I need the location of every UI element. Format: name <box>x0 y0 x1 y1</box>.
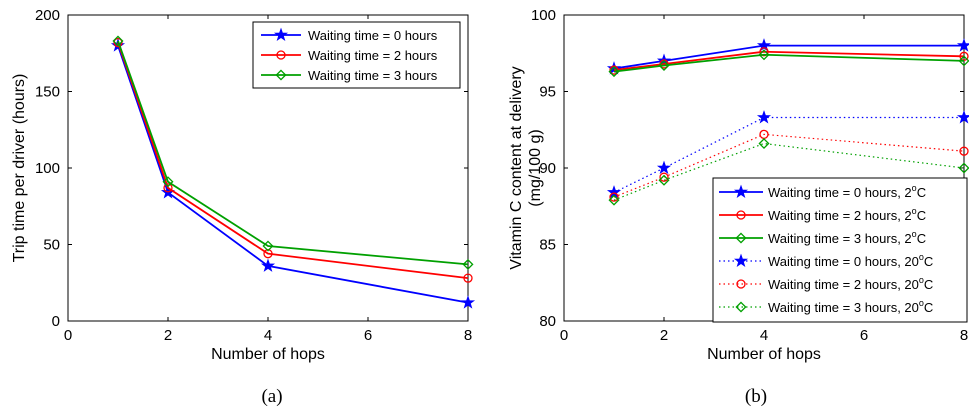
data-point <box>658 59 670 72</box>
legend-swatch-marker <box>275 69 287 81</box>
data-point <box>608 194 620 206</box>
y-tick-label: 85 <box>539 237 556 254</box>
legend-label: Waiting time = 3 hours, 20oC <box>768 298 933 315</box>
x-tick-label: 0 <box>560 327 568 344</box>
data-point <box>260 258 276 272</box>
data-point <box>658 174 670 186</box>
x-tick-label: 6 <box>364 327 372 344</box>
y-tick-label: 50 <box>43 237 60 254</box>
data-point <box>659 59 669 69</box>
data-point <box>958 162 969 174</box>
x-tick-label: 2 <box>164 327 172 344</box>
legend-label: Waiting time = 0 hours <box>308 28 438 43</box>
chart-b: 0 2 4 6 8 80 85 90 95 100 Number of hops Vitamin C … <box>508 7 969 407</box>
chart-a: 0 2 4 6 8 0 50 100 150 200 Number of hops Trip time… <box>11 7 476 407</box>
legend-swatch-marker <box>276 50 286 60</box>
y-axis-label: Trip time per driver (hours) <box>11 74 28 263</box>
series-line <box>613 133 965 198</box>
data-point <box>758 138 770 150</box>
figure-caption: (a) <box>261 386 282 407</box>
legend-label: Waiting time = 2 hours, 2oC <box>768 206 926 223</box>
data-point <box>958 55 969 67</box>
data-point <box>463 273 473 283</box>
legend-swatch-marker <box>735 232 747 244</box>
series-line <box>613 50 965 71</box>
y-tick-label: 100 <box>531 7 556 24</box>
x-tick-label: 4 <box>264 327 272 344</box>
y-tick-label: 95 <box>539 84 556 101</box>
y-tick-label: 90 <box>539 160 556 177</box>
y-tick-label: 100 <box>35 160 60 177</box>
data-point <box>113 37 123 48</box>
legend-label: Waiting time = 2 hours <box>308 48 438 63</box>
data-point <box>263 249 273 259</box>
legend-label: Waiting time = 0 hours, 20oC <box>768 252 933 269</box>
legend-swatch-marker <box>736 279 746 289</box>
series-line <box>117 45 469 304</box>
data-point <box>759 47 769 57</box>
data-point <box>609 65 619 75</box>
data-point <box>262 240 274 252</box>
data-point <box>756 110 772 124</box>
data-point <box>162 176 174 188</box>
data-point <box>608 66 620 78</box>
series-line <box>613 116 964 194</box>
legend-swatch-marker <box>273 27 289 41</box>
series-line <box>613 142 965 201</box>
data-point <box>460 295 476 309</box>
series-line <box>613 44 964 70</box>
data-point <box>112 35 124 47</box>
legend-swatch-marker <box>736 210 746 220</box>
data-point <box>758 49 770 61</box>
y-tick-label: 200 <box>35 7 60 24</box>
series-line <box>117 40 469 266</box>
legend-swatch-marker <box>735 301 747 313</box>
legend-label: Waiting time = 0 hours, 2oC <box>768 183 926 200</box>
legend-swatch-marker <box>733 253 749 267</box>
x-tick-label: 4 <box>760 327 768 344</box>
y-axis-label: (mg/100 g) <box>527 129 544 206</box>
y-tick-label: 0 <box>52 313 60 330</box>
legend-label: Waiting time = 3 hours <box>308 68 438 83</box>
x-tick-label: 8 <box>960 327 968 344</box>
series-line <box>613 53 965 73</box>
x-tick-label: 6 <box>860 327 868 344</box>
y-tick-label: 80 <box>539 313 556 330</box>
data-point <box>462 258 474 270</box>
x-tick-label: 8 <box>464 327 472 344</box>
y-axis-label: Vitamin C content at delivery <box>508 66 525 269</box>
legend-box <box>712 177 968 323</box>
legend-swatch-marker <box>733 184 749 198</box>
x-tick-label: 2 <box>660 327 668 344</box>
legend: Waiting time = 0 hours, 2oC Waiting time … <box>712 177 968 323</box>
data-point <box>959 146 969 156</box>
legend: Waiting time = 0 hours Waiting time = 2 h… <box>252 21 461 89</box>
x-axis-label: Number of hops <box>707 346 821 363</box>
figure-caption: (b) <box>745 386 767 407</box>
data-point <box>656 160 672 174</box>
x-tick-label: 0 <box>64 327 72 344</box>
legend-label: Waiting time = 2 hours, 20oC <box>768 275 933 292</box>
y-tick-label: 150 <box>35 84 60 101</box>
data-point <box>609 192 619 202</box>
data-point <box>163 183 173 193</box>
x-axis-label: Number of hops <box>211 346 325 363</box>
data-point <box>659 172 669 182</box>
legend-label: Waiting time = 3 hours, 2oC <box>768 229 926 246</box>
series-line <box>117 42 469 280</box>
